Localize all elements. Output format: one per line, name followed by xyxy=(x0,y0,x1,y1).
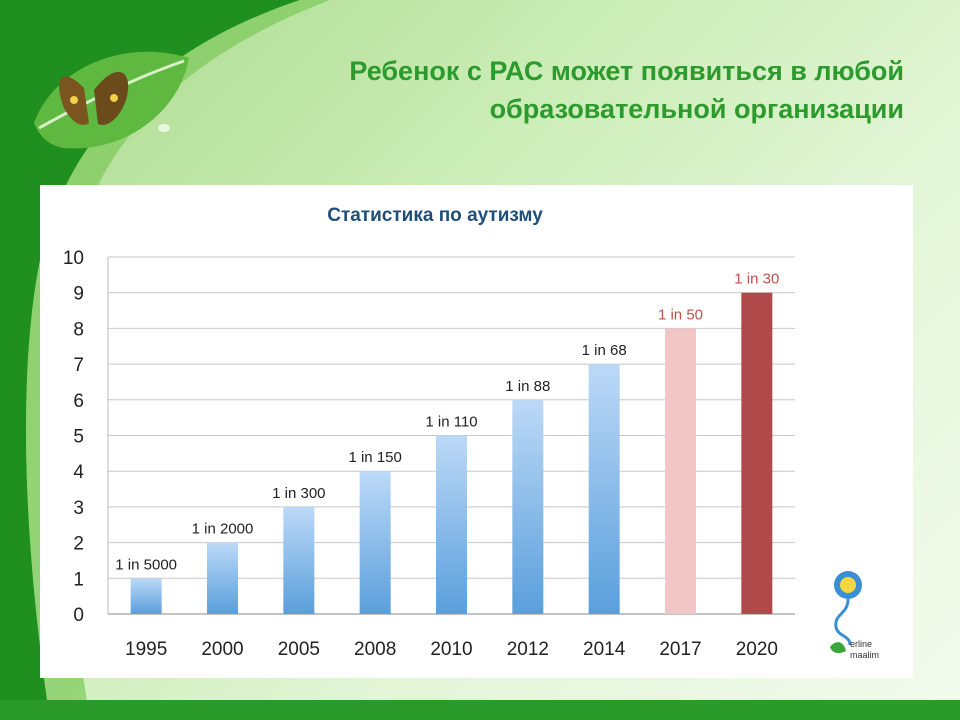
y-axis-ticks: 0 1 2 3 4 5 6 7 8 9 10 xyxy=(63,248,85,626)
data-label-2020: 1 in 30 xyxy=(734,271,779,288)
slide-title: Ребенок с РАС может появиться в любой об… xyxy=(200,52,904,128)
x-tick-label: 2020 xyxy=(736,639,778,660)
x-tick-label: 1995 xyxy=(125,639,167,660)
logo-text-line-1: erline xyxy=(850,639,872,649)
bottom-bar xyxy=(0,700,960,720)
bar-2012 xyxy=(512,399,544,614)
x-tick-label: 2012 xyxy=(507,639,549,660)
y-tick-label: 10 xyxy=(63,248,84,269)
slide-title-line-2: образовательной организации xyxy=(489,94,904,124)
data-labels: 1 in 5000 1 in 2000 1 in 300 1 in 150 1 in 1… xyxy=(115,271,779,574)
x-axis-ticks: 1995 2000 2005 2008 2010 2012 2014 2017 2020 xyxy=(125,639,778,660)
autism-statistics-chart: Статистика по аутизму 0 1 2 3 4 5 6 7 8 9 10 1 in … xyxy=(63,205,795,660)
bar-2010 xyxy=(436,435,467,614)
y-tick-label: 0 xyxy=(73,605,84,626)
butterfly-leaf-image xyxy=(34,51,189,149)
y-tick-label: 8 xyxy=(73,319,84,340)
chart-panel: Статистика по аутизму 0 1 2 3 4 5 6 7 8 9 10 1 in … xyxy=(40,185,913,678)
erline-maalim-logo: erline maalim xyxy=(830,571,879,660)
y-tick-label: 3 xyxy=(73,498,84,519)
y-tick-label: 7 xyxy=(73,355,84,376)
slide-title-line-1: Ребенок с РАС может появиться в любой xyxy=(349,56,904,86)
bar-2017 xyxy=(665,328,696,614)
bar-2020 xyxy=(741,292,773,614)
x-tick-label: 2017 xyxy=(659,639,701,660)
data-label-2017: 1 in 50 xyxy=(658,306,703,323)
data-label-2012: 1 in 88 xyxy=(505,378,550,395)
y-tick-label: 5 xyxy=(73,427,84,448)
chart-title: Статистика по аутизму xyxy=(327,205,543,226)
data-label-1995: 1 in 5000 xyxy=(115,556,177,573)
x-tick-label: 2008 xyxy=(354,639,396,660)
bar-2005 xyxy=(283,506,315,614)
x-tick-label: 2010 xyxy=(430,639,472,660)
bar-2014 xyxy=(588,364,620,614)
x-tick-label: 2014 xyxy=(583,639,626,660)
y-tick-label: 6 xyxy=(73,391,84,412)
data-label-2010: 1 in 110 xyxy=(425,414,477,431)
x-tick-label: 2000 xyxy=(201,639,243,660)
x-tick-label: 2005 xyxy=(278,639,320,660)
data-label-2008: 1 in 150 xyxy=(348,449,401,466)
data-label-2014: 1 in 68 xyxy=(582,342,627,359)
y-tick-label: 4 xyxy=(73,462,84,483)
bar-2000 xyxy=(207,542,238,614)
data-label-2000: 1 in 2000 xyxy=(192,521,254,538)
bar-2008 xyxy=(359,471,391,614)
logo-text-line-2: maalim xyxy=(850,650,879,660)
bars xyxy=(130,292,773,614)
y-tick-label: 1 xyxy=(73,569,84,590)
y-tick-label: 9 xyxy=(73,284,84,305)
y-tick-label: 2 xyxy=(73,534,84,555)
data-label-2005: 1 in 300 xyxy=(272,485,325,502)
bar-1995 xyxy=(130,578,162,614)
